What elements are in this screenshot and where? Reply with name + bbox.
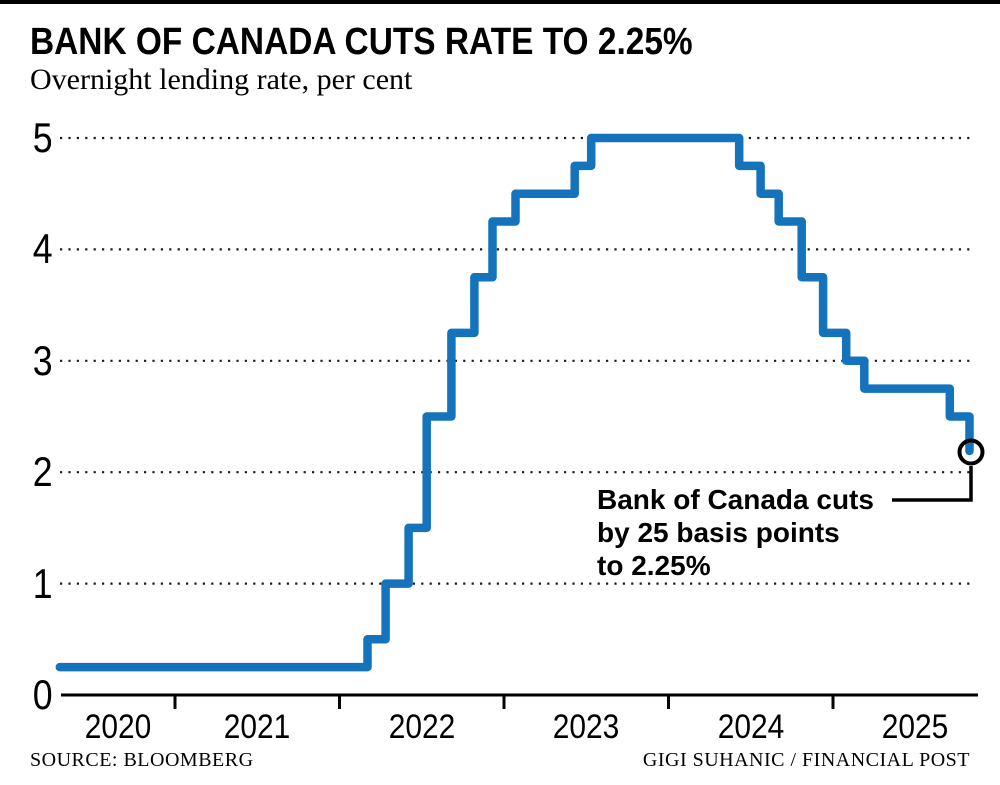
x-tick-label-2023: 2023 bbox=[552, 708, 620, 746]
y-tick-label-3: 3 bbox=[32, 336, 53, 384]
chart-title: BANK OF CANADA CUTS RATE TO 2.25% bbox=[30, 21, 693, 63]
y-tick-label-2: 2 bbox=[32, 448, 53, 496]
annotation-line-3: to 2.25% bbox=[597, 550, 711, 581]
author-credit: GIGI SUHANIC / FINANCIAL POST bbox=[642, 749, 970, 771]
x-tick-label-2020: 2020 bbox=[84, 708, 152, 746]
y-tick-label-5: 5 bbox=[32, 114, 53, 161]
annotation-line-2: by 25 basis points bbox=[597, 517, 840, 548]
y-tick-label-0: 0 bbox=[32, 671, 53, 718]
y-tick-label-4: 4 bbox=[32, 225, 53, 273]
annotation-line-1: Bank of Canada cuts bbox=[597, 484, 874, 515]
y-tick-label-1: 1 bbox=[32, 559, 53, 607]
rate-cut-annotation: Bank of Canada cuts by 25 basis points t… bbox=[597, 483, 874, 582]
rate-step-line bbox=[55, 133, 974, 672]
x-tick-label-2025: 2025 bbox=[881, 708, 949, 746]
source-credit: SOURCE: BLOOMBERG bbox=[30, 749, 254, 771]
annotation-connector-line bbox=[892, 466, 973, 502]
end-marker-circle bbox=[957, 438, 985, 466]
chart-subtitle: Overnight lending rate, per cent bbox=[30, 63, 413, 96]
top-rule bbox=[0, 0, 1000, 4]
x-tick-label-2021: 2021 bbox=[223, 708, 291, 746]
x-tick-label-2022: 2022 bbox=[388, 708, 456, 746]
x-tick-label-2024: 2024 bbox=[717, 708, 785, 746]
